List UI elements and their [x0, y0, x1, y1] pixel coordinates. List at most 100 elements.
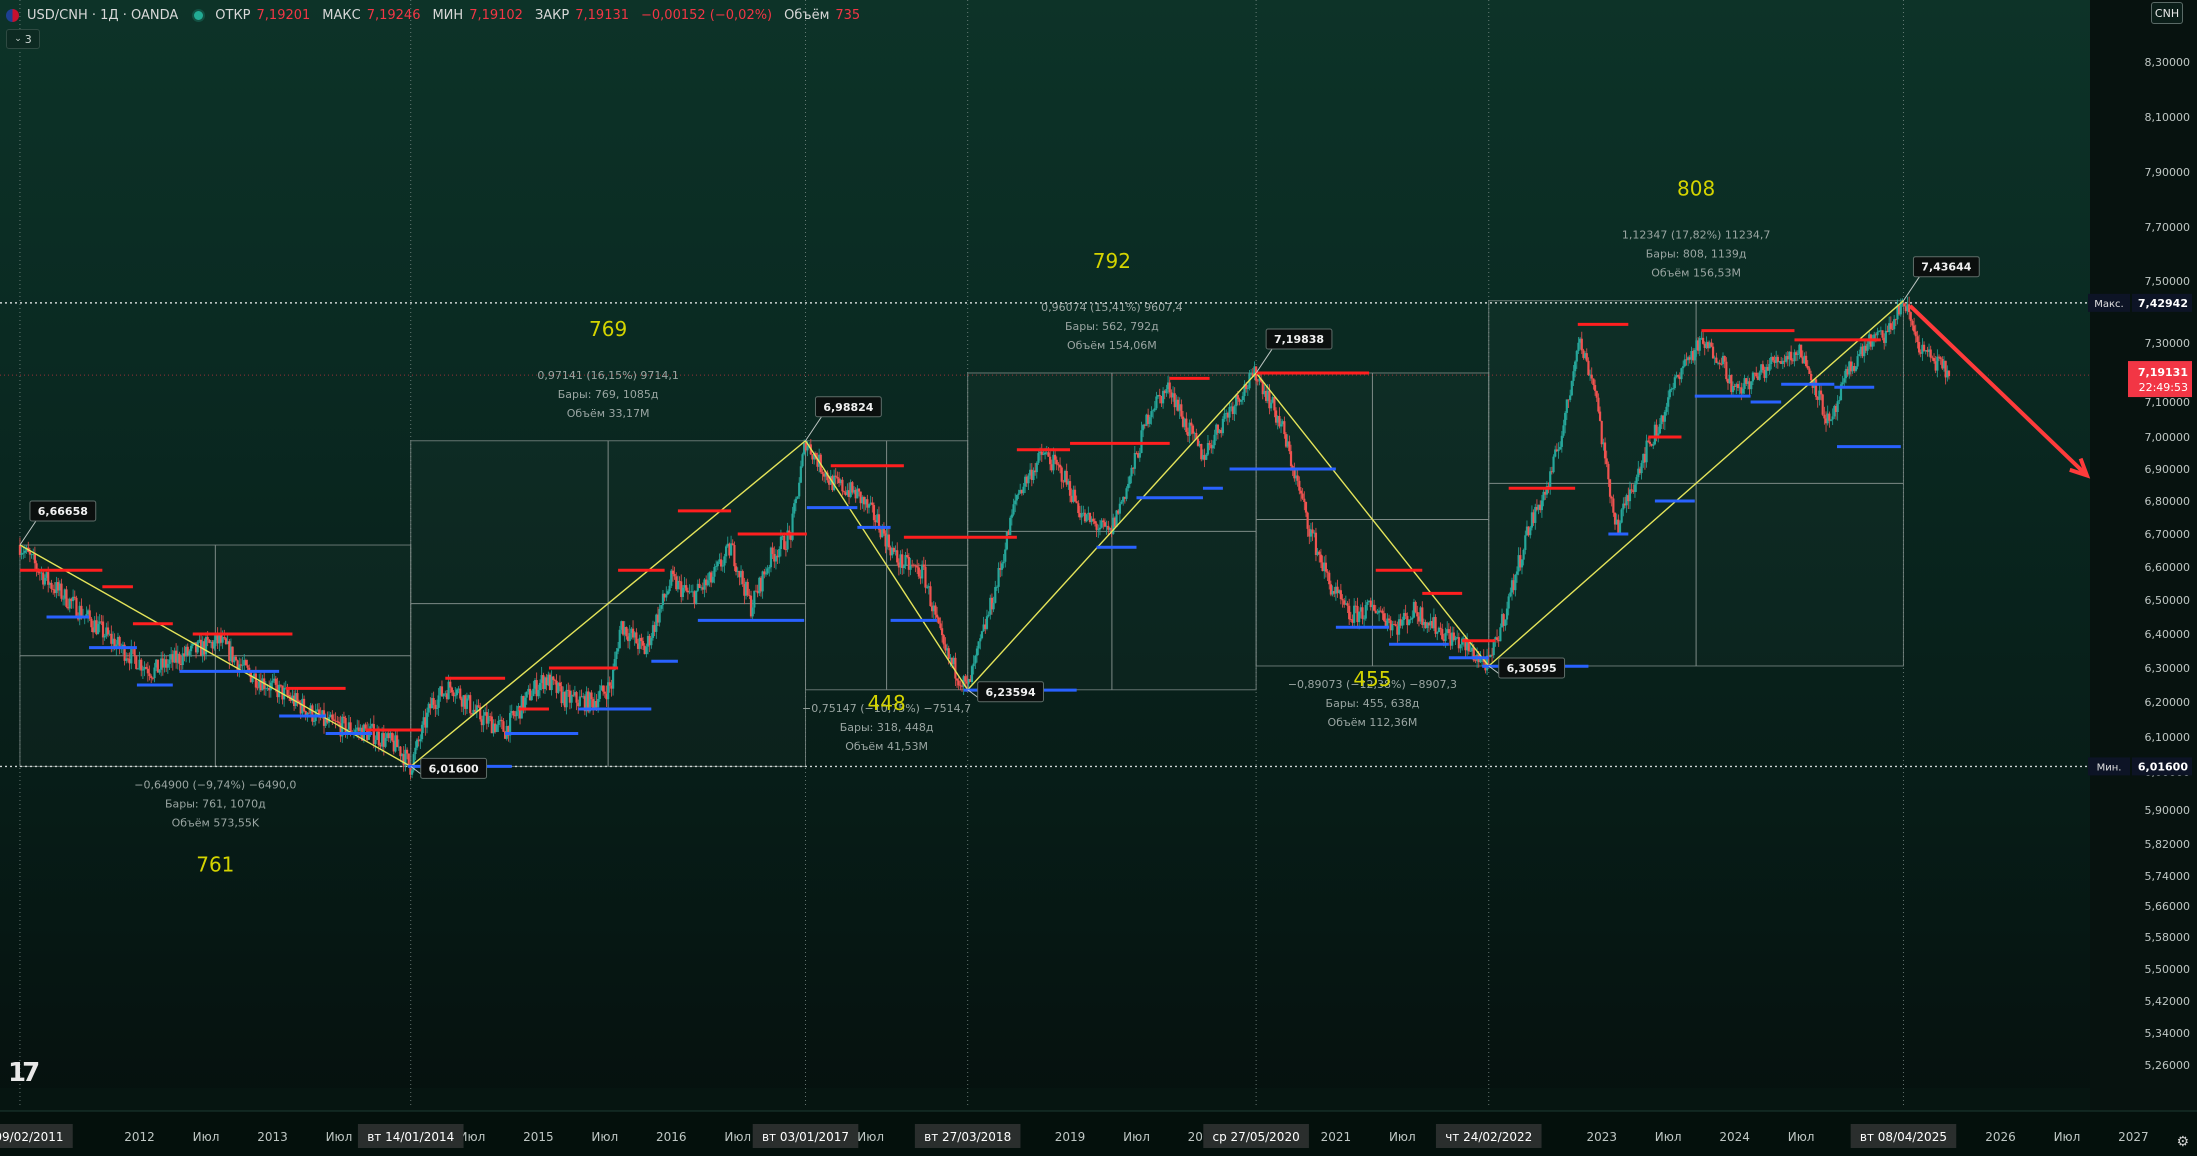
candle-body [608, 682, 611, 686]
candle-body [63, 589, 66, 599]
candle-body [123, 644, 126, 661]
candle-body [467, 695, 470, 699]
symbol-title[interactable]: USD/CNH · 1Д · OANDA [27, 7, 179, 23]
candle-body [349, 722, 352, 733]
candle-body [726, 543, 729, 547]
high-value: 7,19246 [366, 7, 421, 23]
tradingview-logo-icon[interactable]: 17 [8, 1058, 40, 1088]
candle-body [396, 735, 399, 748]
candle-body [1911, 320, 1914, 326]
candle-body [616, 648, 620, 652]
candle-body [542, 675, 545, 690]
pivot-label-box [1912, 256, 1980, 278]
currency-button[interactable]: CNH [2151, 2, 2183, 24]
candle-body [1070, 495, 1073, 502]
zigzag-trend-line [1488, 300, 1904, 667]
price-tick-label: 5,42000 [2145, 995, 2191, 1008]
time-tick-label: Июл [1655, 1130, 1682, 1144]
candle-body [76, 617, 80, 620]
candle-body [171, 654, 174, 663]
candle-body [356, 727, 359, 730]
candle-body [686, 590, 689, 593]
candle-body [116, 636, 120, 645]
candle-body [721, 565, 724, 567]
candle-body [1093, 521, 1097, 524]
candle-body [653, 625, 656, 632]
candle-body [1781, 360, 1784, 364]
candle-body [1240, 400, 1243, 402]
candle-body [828, 480, 831, 485]
candle-body [668, 585, 671, 592]
candle-body [1245, 384, 1248, 389]
candle-body [302, 698, 306, 712]
candle-body [861, 497, 864, 504]
candle-body [1623, 503, 1627, 506]
candle-body [1176, 399, 1180, 411]
candle-body [484, 712, 487, 716]
candle-body [999, 568, 1002, 570]
time-tick-label: Июл [326, 1130, 353, 1144]
candle-body [386, 733, 389, 739]
measure-bar-count: 792 [1093, 249, 1131, 273]
candle-body [1037, 453, 1040, 463]
candle-body [960, 685, 964, 687]
gear-icon[interactable]: ⚙ [2176, 1134, 2189, 1150]
candle-body [1705, 342, 1708, 348]
candle-body [1075, 501, 1078, 504]
candle-body [899, 554, 902, 568]
candle-body [354, 729, 357, 733]
candle-body [1246, 388, 1249, 390]
candle-body [901, 554, 904, 569]
candle-body [35, 563, 38, 570]
candle-body [1153, 408, 1156, 411]
candle-body [543, 677, 547, 690]
candle-body [680, 581, 683, 598]
candle-body [1288, 441, 1291, 452]
candle-body [1364, 605, 1367, 619]
candle-body [1298, 480, 1301, 491]
candle-body [1404, 613, 1407, 616]
candle-body [552, 676, 555, 680]
candle-body [180, 663, 183, 666]
candle-body [1829, 419, 1833, 421]
candle-body [1328, 572, 1331, 585]
candle-body [1770, 356, 1773, 364]
candle-body [518, 705, 522, 719]
candle-body [399, 746, 402, 757]
candle-body [1557, 449, 1560, 452]
candle-body [165, 659, 168, 668]
candle-body [523, 697, 527, 710]
candle-body [701, 587, 704, 590]
candle-body [974, 655, 977, 664]
candle-body [1633, 484, 1637, 493]
candle-body [53, 589, 56, 594]
candle-body [610, 685, 613, 689]
candle-body [595, 700, 598, 708]
indicators-toggle-button[interactable]: ⌄ 3 [6, 29, 40, 49]
candle-body [1218, 429, 1221, 433]
price-tick-label: 5,74000 [2145, 870, 2191, 883]
candle-body [311, 705, 314, 722]
candle-body [246, 665, 249, 668]
candle-body [1279, 424, 1283, 427]
candle-body [1379, 610, 1382, 612]
candle-body [1366, 602, 1369, 606]
candle-body [439, 686, 442, 696]
candle-body [618, 629, 621, 649]
candle-body [1804, 355, 1808, 367]
candle-body [538, 682, 542, 690]
candle-body [660, 605, 663, 609]
candle-body [50, 582, 53, 590]
measure-bar-count: 808 [1677, 177, 1715, 201]
candle-body [1103, 522, 1107, 527]
candle-body [469, 695, 472, 714]
candle-body [1377, 610, 1381, 613]
candle-body [1127, 483, 1130, 489]
price-tick-label: 5,82000 [2145, 838, 2191, 851]
candle-body [103, 635, 106, 638]
candle-body [145, 667, 148, 669]
candle-body [1278, 415, 1281, 427]
candle-body [299, 702, 302, 714]
candle-body [1004, 549, 1007, 562]
